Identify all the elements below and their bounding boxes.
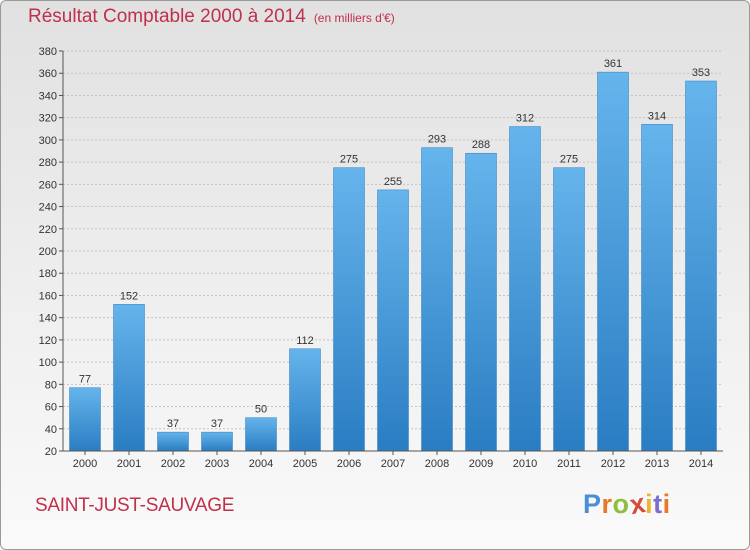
value-label-2000: 77 [79, 374, 91, 386]
proxiti-logo[interactable]: Proxiti [583, 488, 671, 520]
bar-2007[interactable] [377, 189, 409, 452]
bar-2009[interactable] [465, 152, 497, 452]
y-tick-label: 160 [39, 290, 57, 302]
bar-2002[interactable] [157, 431, 189, 452]
value-label-2004: 50 [255, 404, 267, 416]
y-tick-label: 80 [45, 379, 57, 391]
y-tick-label: 360 [39, 68, 57, 80]
bar-2013[interactable] [641, 124, 673, 452]
x-tick-label-2012: 2012 [601, 458, 625, 470]
bar-2012[interactable] [597, 71, 629, 452]
y-tick-label: 180 [39, 268, 57, 280]
x-tick-label-2014: 2014 [689, 458, 713, 470]
x-tick-label-2008: 2008 [425, 458, 449, 470]
y-tick-label: 240 [39, 202, 57, 214]
value-label-2003: 37 [211, 418, 223, 430]
y-tick-label: 380 [39, 46, 57, 58]
bar-2014[interactable] [685, 80, 717, 452]
y-tick-label: 60 [45, 402, 57, 414]
logo-letter: r [601, 489, 613, 519]
y-tick-label: 320 [39, 113, 57, 125]
logo-letter: i [662, 489, 671, 519]
x-tick-label-2006: 2006 [337, 458, 361, 470]
logo-letter: i [645, 489, 654, 519]
value-label-2012: 361 [604, 58, 622, 70]
bar-2001[interactable] [113, 304, 145, 452]
x-axis: 2000 2001 2002 2003 2004 2005 2006 2007 2008 2009… [63, 450, 723, 470]
value-labels: 77 152 37 37 50 112 275 255 293 288 312 275 361 314 35… [79, 58, 710, 430]
logo-letter: P [583, 489, 602, 519]
x-tick-label-2004: 2004 [249, 458, 273, 470]
value-label-2010: 312 [516, 113, 534, 125]
logo-letter: o [612, 489, 630, 519]
y-tick-label: 20 [45, 446, 57, 458]
bar-2005[interactable] [289, 348, 321, 452]
y-tick-label: 200 [39, 246, 57, 258]
x-tick-label-2010: 2010 [513, 458, 537, 470]
chart-title: Résultat Comptable 2000 à 2014 (en millie… [28, 6, 395, 28]
x-tick-label-2003: 2003 [205, 458, 229, 470]
chart-subtitle: (en milliers d'€) [313, 11, 395, 25]
bar-2010[interactable] [509, 126, 541, 452]
value-label-2008: 293 [428, 134, 446, 146]
y-tick-label: 220 [39, 224, 57, 236]
value-label-2001: 152 [120, 290, 138, 302]
value-label-2011: 275 [560, 154, 578, 166]
bar-2006[interactable] [333, 167, 365, 452]
bar-2000[interactable] [69, 387, 101, 452]
x-tick-label-2009: 2009 [469, 458, 493, 470]
x-tick-label-2005: 2005 [293, 458, 317, 470]
logo-letter: t [653, 489, 663, 519]
value-label-2006: 275 [340, 154, 358, 166]
x-tick-label-2002: 2002 [161, 458, 185, 470]
place-name: SAINT-JUST-SAUVAGE [35, 495, 235, 516]
y-tick-label: 300 [39, 135, 57, 147]
value-label-2007: 255 [384, 176, 402, 188]
grid [63, 50, 723, 452]
bar-2003[interactable] [201, 431, 233, 452]
y-axis: 20 40 60 80 100 120 140 160 180 200 220 240 260 280 30… [39, 46, 64, 458]
y-tick-label: 140 [39, 313, 57, 325]
x-tick-label-2013: 2013 [645, 458, 669, 470]
y-tick-label: 40 [45, 424, 57, 436]
value-label-2013: 314 [648, 110, 666, 122]
x-tick-label-2001: 2001 [117, 458, 141, 470]
x-tick-label-2011: 2011 [557, 458, 581, 470]
bar-2008[interactable] [421, 147, 453, 452]
y-tick-label: 100 [39, 357, 57, 369]
y-tick-label: 120 [39, 335, 57, 347]
value-label-2005: 112 [296, 335, 314, 347]
x-tick-label-2000: 2000 [73, 458, 97, 470]
value-label-2002: 37 [167, 418, 179, 430]
chart-title-text: Résultat Comptable 2000 à 2014 [28, 6, 306, 27]
y-tick-label: 280 [39, 157, 57, 169]
y-tick-label: 260 [39, 179, 57, 191]
value-label-2009: 288 [472, 139, 490, 151]
bars [69, 71, 717, 452]
x-tick-label-2007: 2007 [381, 458, 405, 470]
value-label-2014: 353 [692, 67, 710, 79]
bar-2011[interactable] [553, 167, 585, 452]
y-tick-label: 340 [39, 90, 57, 102]
bar-2004[interactable] [245, 417, 277, 452]
